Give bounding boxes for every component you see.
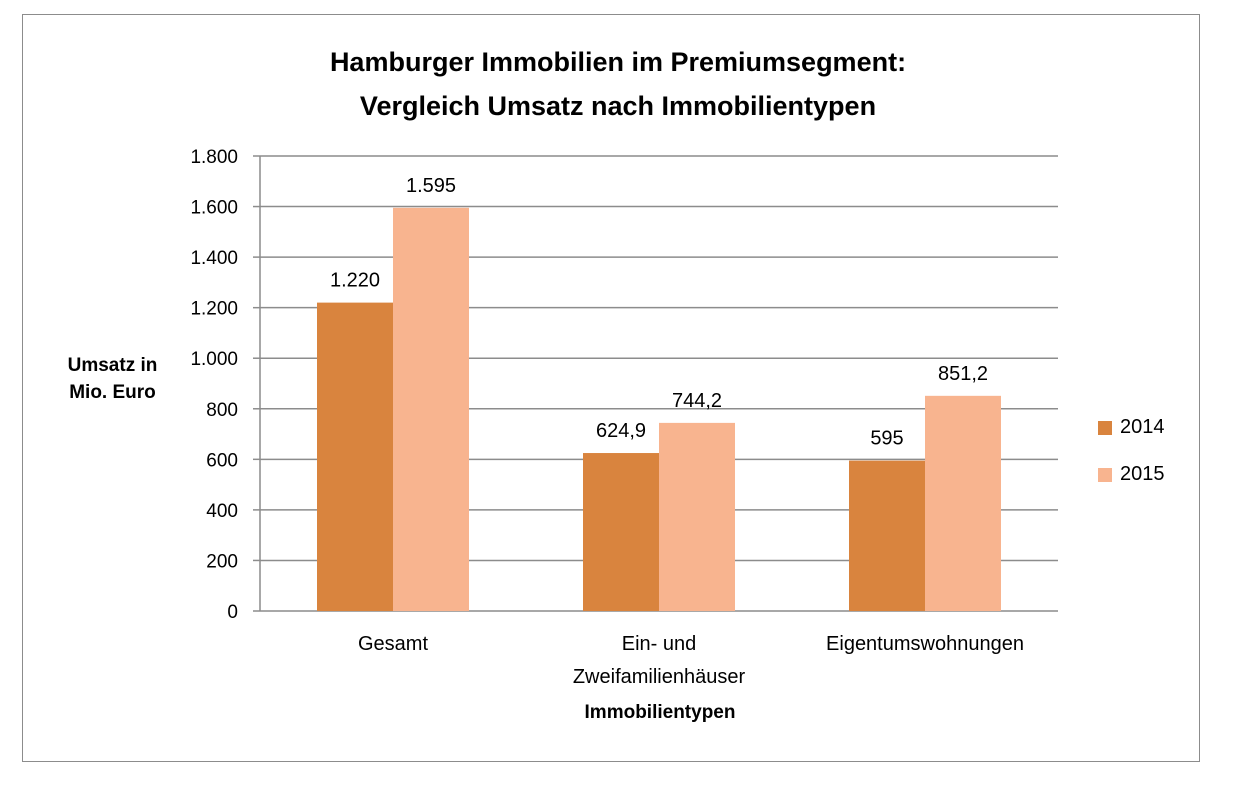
chart-frame: [22, 14, 1200, 762]
data-label-2014-2: 595: [870, 428, 903, 450]
x-axis-title: Immobilientypen: [584, 702, 736, 723]
chart-title: Hamburger Immobilien im Premiumsegment: …: [0, 40, 1236, 128]
y-tick-label: 1.400: [190, 248, 238, 269]
x-category-label: Zweifamilienhäuser: [573, 666, 746, 688]
chart-title-line-1: Hamburger Immobilien im Premiumsegment:: [329, 47, 907, 77]
legend-label-2014: 2014: [1120, 416, 1165, 438]
legend-label-2015: 2015: [1120, 463, 1165, 485]
y-tick-label: 1.600: [190, 198, 238, 219]
legend-swatch-2015: [1098, 467, 1112, 482]
y-tick-label: 800: [206, 400, 238, 421]
data-label-2014-1: 624,9: [596, 420, 646, 442]
data-label-2014-0: 1.220: [330, 270, 380, 292]
bar-2015-1: [659, 422, 735, 611]
x-category-label: Gesamt: [358, 633, 428, 655]
x-category-label: Ein- und: [622, 633, 697, 655]
bar-2014-1: [583, 453, 659, 611]
bar-2014-0: [317, 302, 393, 611]
y-tick-label: 200: [206, 551, 238, 572]
bar-2015-0: [393, 207, 469, 611]
legend-item-2015: 2015: [1098, 451, 1165, 498]
y-axis-title-line-2: Mio. Euro: [69, 382, 156, 403]
y-tick-label: 600: [206, 450, 238, 471]
x-category-label: Eigentumswohnungen: [826, 633, 1024, 655]
y-tick-label: 0: [227, 602, 238, 623]
legend-swatch-2014: [1098, 420, 1112, 435]
bar-2014-2: [849, 460, 925, 611]
y-axis-title: Umsatz in Mio. Euro: [40, 352, 185, 406]
chart-title-line-2: Vergleich Umsatz nach Immobilientypen: [359, 91, 877, 121]
legend: 2014 2015: [1098, 404, 1165, 498]
data-label-2015-2: 851,2: [938, 363, 988, 385]
legend-item-2014: 2014: [1098, 404, 1165, 451]
data-label-2015-0: 1.595: [406, 175, 456, 197]
y-tick-label: 1.800: [190, 147, 238, 168]
data-label-2015-1: 744,2: [672, 390, 722, 412]
y-tick-label: 1.000: [190, 349, 238, 370]
y-axis-title-line-1: Umsatz in: [67, 355, 158, 376]
y-tick-label: 1.200: [190, 299, 238, 320]
y-tick-label: 400: [206, 501, 238, 522]
bar-2015-2: [925, 395, 1001, 611]
